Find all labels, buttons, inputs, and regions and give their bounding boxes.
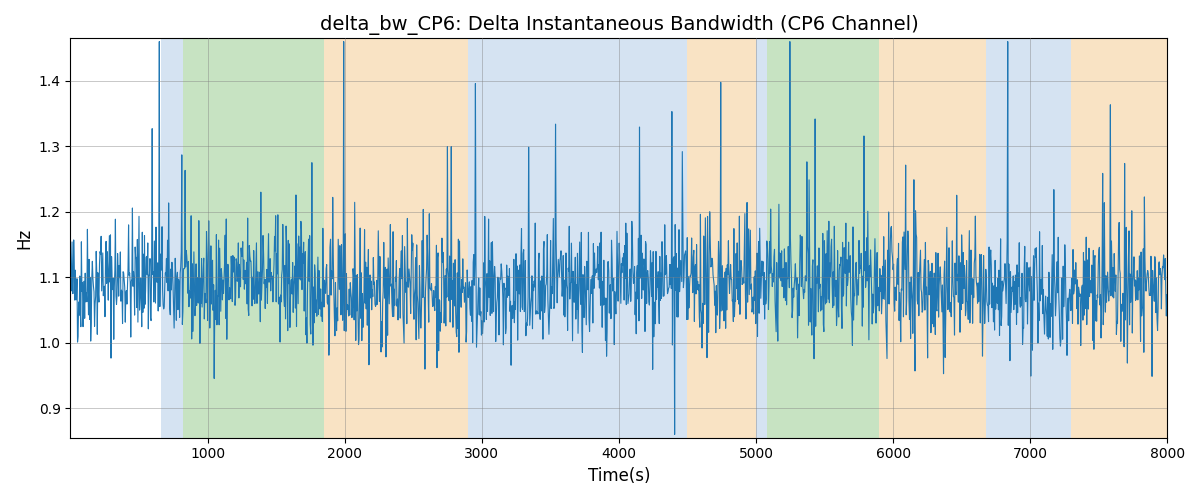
Bar bbox=[767, 38, 880, 438]
Bar bbox=[986, 38, 1072, 438]
Bar bbox=[1072, 38, 1168, 438]
Bar bbox=[324, 38, 468, 438]
Bar bbox=[468, 38, 688, 438]
Y-axis label: Hz: Hz bbox=[14, 228, 32, 248]
Bar bbox=[182, 38, 324, 438]
Bar bbox=[688, 38, 756, 438]
X-axis label: Time(s): Time(s) bbox=[588, 467, 650, 485]
Bar bbox=[756, 38, 767, 438]
Bar bbox=[880, 38, 986, 438]
Bar bbox=[161, 38, 182, 438]
Title: delta_bw_CP6: Delta Instantaneous Bandwidth (CP6 Channel): delta_bw_CP6: Delta Instantaneous Bandwi… bbox=[319, 15, 918, 35]
